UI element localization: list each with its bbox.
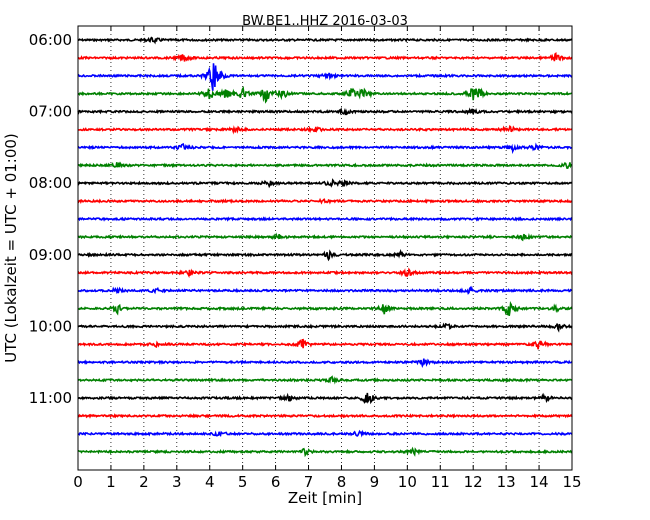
trace-line (77, 232, 573, 242)
x-tick-label: 5 (238, 473, 248, 491)
trace-line (77, 142, 573, 155)
trace-line (77, 36, 573, 45)
plot-frame (77, 25, 573, 471)
y-axis-label: UTC (Lokalzeit = UTC + 01:00) (2, 133, 20, 363)
x-tick-label: 4 (205, 473, 215, 491)
trace-line (77, 446, 573, 458)
trace-line (77, 392, 573, 405)
x-tick-label: 14 (530, 473, 549, 491)
trace-line (77, 322, 573, 333)
trace-line (77, 413, 573, 419)
x-axis-label: Zeit [min] (288, 489, 362, 507)
trace-line (77, 300, 573, 316)
x-axis: 0 1 2 3 4 5 6 7 8 9 10 11 12 13 14 15 (73, 26, 582, 491)
x-tick-label: 6 (271, 473, 281, 491)
trace-line (77, 106, 573, 116)
x-tick-label: 15 (562, 473, 581, 491)
trace-line (77, 375, 573, 385)
trace-line (77, 85, 573, 104)
x-tick-label: 2 (139, 473, 149, 491)
x-tick-label: 1 (106, 473, 116, 491)
traces (77, 36, 573, 458)
x-tick-label: 9 (370, 473, 380, 491)
x-tick-label: 13 (497, 473, 516, 491)
chart-title: BW.BE1..HHZ 2016-03-03 (242, 14, 408, 29)
y-tick-label: 09:00 (29, 246, 72, 264)
y-tick-label: 10:00 (29, 317, 72, 335)
trace-line (77, 161, 573, 170)
trace-line (77, 429, 573, 438)
x-tick-label: 0 (73, 473, 83, 491)
x-tick-label: 10 (398, 473, 417, 491)
trace-line (77, 338, 573, 350)
y-tick-label: 11:00 (29, 389, 72, 407)
trace-line (77, 285, 573, 295)
trace-line (77, 267, 573, 279)
y-tick-label: 08:00 (29, 174, 72, 192)
x-tick-label: 11 (431, 473, 450, 491)
trace-line (77, 197, 573, 205)
y-tick-label: 06:00 (29, 31, 72, 49)
trace-line (77, 63, 573, 91)
trace-line (77, 358, 573, 368)
x-tick-label: 3 (172, 473, 182, 491)
y-tick-label: 07:00 (29, 103, 72, 121)
trace-line (77, 178, 573, 189)
trace-line (77, 52, 573, 62)
trace-line (77, 248, 573, 262)
trace-line (77, 216, 573, 222)
x-tick-label: 12 (464, 473, 483, 491)
trace-line (77, 124, 573, 135)
x-tick-label: 8 (337, 473, 347, 491)
x-tick-label: 7 (304, 473, 314, 491)
y-axis: 06:00 07:00 08:00 09:00 10:00 11:00 (29, 31, 572, 407)
